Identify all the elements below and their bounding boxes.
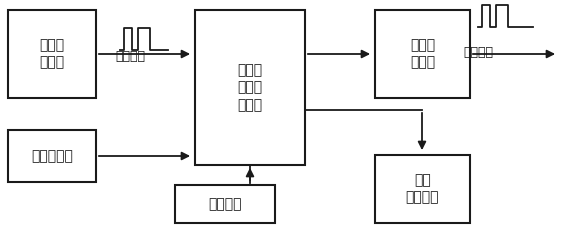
Text: 编码信号: 编码信号: [463, 46, 493, 59]
Text: 晶振、计时: 晶振、计时: [31, 149, 73, 163]
Bar: [375, 155, 470, 223]
Bar: [375, 10, 470, 98]
Text: 绝对时间: 绝对时间: [115, 51, 145, 63]
Text: 时间控
制脉冲
产生器: 时间控 制脉冲 产生器: [237, 63, 263, 112]
Bar: [195, 10, 305, 165]
Text: 脉冲时
序调理: 脉冲时 序调理: [410, 38, 435, 70]
Text: 北斗授
时模块: 北斗授 时模块: [39, 38, 65, 70]
Bar: [8, 10, 96, 98]
Text: 配置开关: 配置开关: [209, 197, 242, 211]
Text: 编码
状态显示: 编码 状态显示: [406, 173, 439, 205]
Bar: [175, 185, 275, 223]
Bar: [8, 130, 96, 182]
